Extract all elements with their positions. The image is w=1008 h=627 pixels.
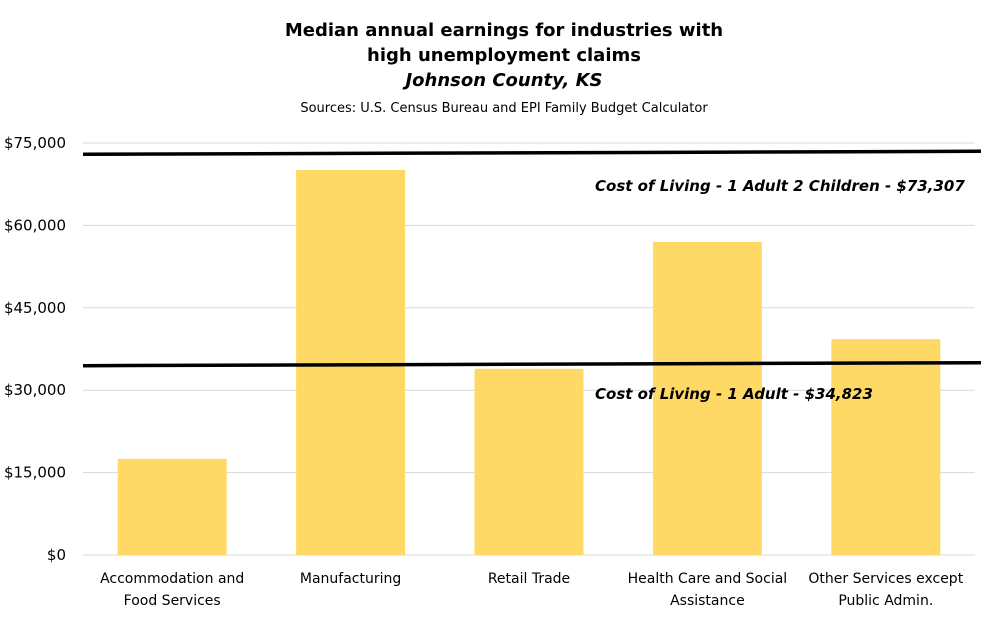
bar	[296, 169, 406, 555]
y-tick-label: $60,000	[4, 216, 66, 234]
x-tick-label-line: Assistance	[670, 593, 745, 609]
y-tick-label: $15,000	[4, 464, 66, 482]
bar	[474, 368, 584, 555]
bar	[831, 339, 941, 555]
reference-line	[82, 149, 982, 157]
x-tick-label: Other Services except Public Admin.	[786, 568, 986, 612]
x-tick-label-line: Other Services except	[808, 571, 964, 587]
x-tick-label-line: Retail Trade	[487, 571, 571, 587]
chart-source: Sources: U.S. Census Bureau and EPI Fami…	[300, 101, 708, 116]
chart-title-line-2: high unemployment claims	[367, 45, 641, 66]
x-tick-label: Retail Trade	[429, 568, 629, 590]
x-tick-label-line: Health Care and Social	[627, 571, 788, 587]
x-tick-label-line: Public Admin.	[838, 593, 934, 609]
bar	[652, 241, 762, 555]
x-tick-label: Manufacturing	[251, 568, 451, 590]
y-tick-label: $45,000	[4, 299, 66, 317]
x-tick-label: Accommodation and Food Services	[72, 568, 272, 612]
reference-line	[82, 360, 982, 368]
bar	[117, 458, 227, 555]
y-tick-label: $0	[47, 546, 66, 564]
x-tick-label-line: Food Services	[123, 593, 221, 609]
chart-title-line-1: Median annual earnings for industries wi…	[284, 20, 724, 41]
x-tick-label-line: Accommodation and	[100, 571, 245, 587]
x-tick-label-line: Manufacturing	[299, 571, 402, 587]
x-tick-label: Health Care and Social Assistance	[607, 568, 807, 612]
reference-line-label: Cost of Living - 1 Adult - $34,823	[595, 385, 873, 403]
reference-line-label: Cost of Living - 1 Adult 2 Children - $7…	[595, 177, 965, 195]
chart-subtitle: Johnson County, KS	[405, 70, 603, 91]
y-tick-label: $75,000	[4, 134, 66, 152]
y-tick-label: $30,000	[4, 381, 66, 399]
